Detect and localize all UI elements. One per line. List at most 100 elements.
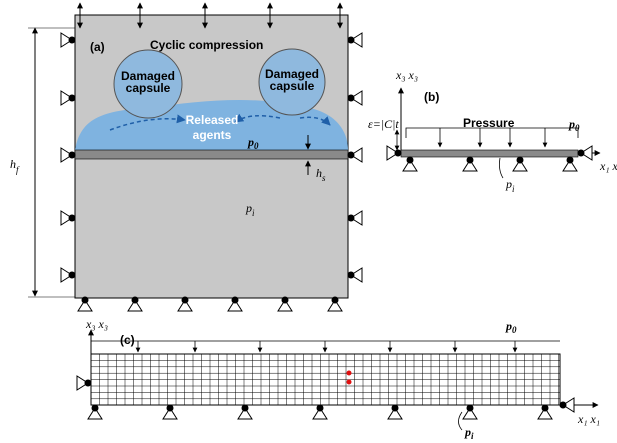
axis-label: x₃ x₃ xyxy=(395,68,418,82)
support-pin xyxy=(68,94,76,102)
support-pin xyxy=(406,156,414,164)
support xyxy=(562,397,575,413)
symbol: h xyxy=(10,157,16,171)
symbol: p xyxy=(245,201,252,215)
support xyxy=(227,299,243,312)
support xyxy=(402,159,418,172)
crack-band xyxy=(400,149,579,158)
flow-arrow xyxy=(109,114,186,131)
support-pin xyxy=(68,36,76,44)
capsule xyxy=(113,49,183,119)
crack-marker xyxy=(346,379,352,385)
support-pin xyxy=(391,404,399,412)
support-pin xyxy=(347,214,355,222)
released-label: agents xyxy=(193,128,232,142)
support-pin xyxy=(131,296,139,304)
panel-label: (b) xyxy=(424,90,439,104)
subscript: s xyxy=(322,173,326,183)
capsule-label: capsule xyxy=(270,79,315,93)
support-pin xyxy=(241,404,249,412)
support-pin xyxy=(331,296,339,304)
support xyxy=(462,407,478,420)
support-pin xyxy=(81,296,89,304)
support-pin xyxy=(559,401,567,409)
support xyxy=(60,32,73,48)
support-pin xyxy=(347,94,355,102)
support xyxy=(387,407,403,420)
support xyxy=(350,32,363,48)
support-pin xyxy=(316,404,324,412)
axis-label: x₁ x₁ xyxy=(577,412,600,426)
symbol: p xyxy=(505,319,512,333)
leader xyxy=(458,411,463,431)
support-pin xyxy=(68,151,76,159)
crack-marker xyxy=(346,370,352,376)
pressure-label: Pressure xyxy=(463,116,515,130)
support xyxy=(537,407,553,420)
p0-label: p0 xyxy=(247,135,259,151)
symbol: h xyxy=(316,166,322,180)
support xyxy=(237,407,253,420)
p0-label: p0 xyxy=(568,117,580,133)
support xyxy=(127,299,143,312)
subscript: 0 xyxy=(512,325,517,335)
flow-arrow xyxy=(299,116,331,126)
pi-label: pi xyxy=(245,201,255,218)
panel-label: (a) xyxy=(90,40,105,54)
p0-label: p0 xyxy=(505,319,517,335)
symbol: p xyxy=(247,135,254,149)
axis-label: x₃ x₃ xyxy=(85,317,108,331)
capsule-label: Damaged xyxy=(121,69,175,83)
support-pin xyxy=(68,271,76,279)
support-pin xyxy=(541,404,549,412)
subscript: i xyxy=(512,184,515,194)
capsule-label: capsule xyxy=(126,81,171,95)
capsule xyxy=(258,48,326,116)
title: Cyclic compression xyxy=(150,38,263,52)
support xyxy=(327,299,343,312)
support-pin xyxy=(577,149,585,157)
support-pin xyxy=(84,379,92,387)
pi-label: pi xyxy=(505,177,515,194)
support-pin xyxy=(281,296,289,304)
support-pin xyxy=(466,156,474,164)
support xyxy=(177,299,193,312)
crack-band xyxy=(74,149,349,160)
symbol: p xyxy=(505,177,512,191)
support xyxy=(350,90,363,106)
strain-label: ε=|C|t xyxy=(368,117,399,131)
support xyxy=(60,210,73,226)
subscript: i xyxy=(252,208,255,218)
support-pin xyxy=(91,404,99,412)
axis-label: x₁ x₁ xyxy=(599,159,617,173)
support-pin xyxy=(347,36,355,44)
support xyxy=(350,147,363,163)
support xyxy=(60,90,73,106)
subscript: 0 xyxy=(254,141,259,151)
support-pin xyxy=(231,296,239,304)
subscript: 0 xyxy=(575,123,580,133)
support xyxy=(562,159,578,172)
support xyxy=(462,159,478,172)
released-label: Released xyxy=(186,113,239,127)
support xyxy=(350,210,363,226)
leader xyxy=(499,157,504,179)
support xyxy=(512,159,528,172)
support xyxy=(580,145,593,161)
support xyxy=(386,145,399,161)
subscript: i xyxy=(471,431,474,441)
symbol: p xyxy=(464,425,471,439)
support-pin xyxy=(566,156,574,164)
symbol: p xyxy=(568,117,575,131)
support-pin xyxy=(181,296,189,304)
support-pin xyxy=(68,214,76,222)
support xyxy=(162,407,178,420)
flow-arrow xyxy=(234,113,281,123)
support-pin xyxy=(466,404,474,412)
support xyxy=(60,267,73,283)
support xyxy=(277,299,293,312)
support-pin xyxy=(347,151,355,159)
support xyxy=(76,375,89,391)
hs-label: hs xyxy=(316,166,326,183)
